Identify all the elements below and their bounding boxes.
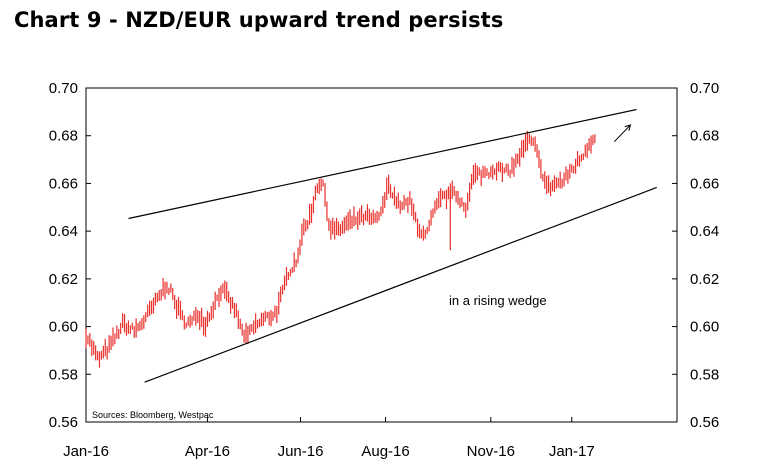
x-tick-label: Jan-16 <box>63 443 109 460</box>
source-note: Sources: Bloomberg, Westpac <box>92 410 214 420</box>
left-tick-label: 0.68 <box>49 128 78 145</box>
right-tick-label: 0.68 <box>690 128 719 145</box>
right-axis-labels: 0.70 0.68 0.66 0.64 0.62 0.60 0.58 0.56 <box>690 80 719 431</box>
right-tick-label: 0.64 <box>690 223 719 240</box>
arrow-head <box>624 124 632 131</box>
x-tick-label: Nov-16 <box>467 443 515 460</box>
right-tick-label: 0.66 <box>690 175 719 192</box>
left-axis-ticks <box>86 87 91 423</box>
left-tick-label: 0.62 <box>49 271 78 288</box>
plot-frame <box>85 87 678 423</box>
price-series <box>85 130 596 368</box>
left-tick-label: 0.64 <box>49 223 78 240</box>
wedge-annotation: in a rising wedge <box>449 293 547 308</box>
left-tick-label: 0.58 <box>49 366 78 383</box>
plot-area <box>85 87 678 423</box>
left-axis-labels: 0.70 0.68 0.66 0.64 0.62 0.60 0.58 0.56 <box>49 80 78 431</box>
right-axis-ticks <box>672 87 677 423</box>
lower-wedge-line <box>144 186 657 383</box>
right-tick-label: 0.62 <box>690 271 719 288</box>
left-tick-label: 0.70 <box>49 80 78 97</box>
left-tick-label: 0.66 <box>49 175 78 192</box>
upper-wedge-line <box>128 108 637 220</box>
right-tick-label: 0.56 <box>690 414 719 431</box>
x-tick-label: Jan-17 <box>549 443 595 460</box>
right-tick-label: 0.60 <box>690 319 719 336</box>
x-tick-label: Aug-16 <box>361 443 409 460</box>
left-tick-label: 0.60 <box>49 319 78 336</box>
trend-arrow <box>613 124 632 143</box>
x-tick-label: Jun-16 <box>278 443 324 460</box>
bottom-axis-ticks <box>85 417 573 422</box>
right-tick-label: 0.70 <box>690 80 719 97</box>
left-tick-label: 0.56 <box>49 414 78 431</box>
chart-title: Chart 9 - NZD/EUR upward trend persists <box>14 8 504 32</box>
arrow-shaft <box>613 124 631 143</box>
right-tick-label: 0.58 <box>690 366 719 383</box>
wedge-trendlines <box>128 108 657 383</box>
x-tick-label: Apr-16 <box>185 443 230 460</box>
x-axis-labels: Jan-16 Apr-16 Jun-16 Aug-16 Nov-16 Jan-1… <box>63 443 595 460</box>
